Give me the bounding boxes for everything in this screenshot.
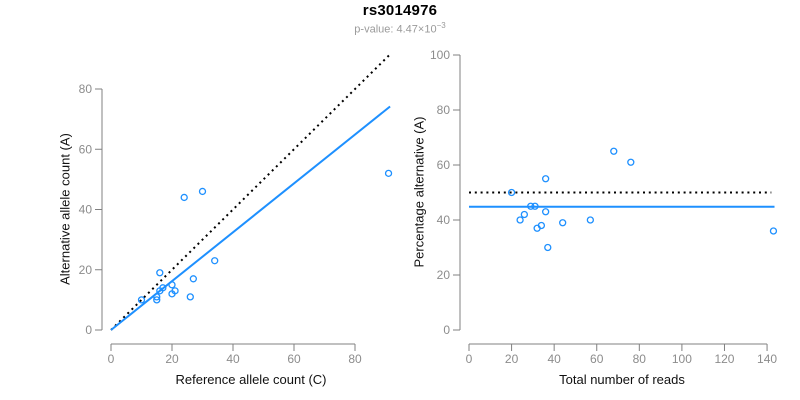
x-tick-label: 80 xyxy=(348,352,362,366)
data-point xyxy=(527,202,535,210)
data-point xyxy=(541,208,550,216)
y-tick-label: 100 xyxy=(430,48,450,62)
data-point xyxy=(186,293,194,301)
data-point xyxy=(156,269,164,277)
dotted-reference-line xyxy=(110,53,391,331)
y-tick-label: 60 xyxy=(437,158,451,172)
x-tick-label: 80 xyxy=(633,352,647,366)
data-point xyxy=(531,202,539,210)
data-point xyxy=(610,147,618,155)
right-xaxis-title: Total number of reads xyxy=(559,372,685,387)
x-tick-label: 0 xyxy=(108,352,115,366)
data-point xyxy=(153,296,161,304)
fitted-trend-line xyxy=(110,105,391,331)
data-point xyxy=(137,296,146,304)
data-point xyxy=(211,257,219,265)
left-scatter-plot: 0 20 40 60 80 0 20 40 60 80 xyxy=(79,53,393,366)
p-value-mantissa: 4.47×10 xyxy=(396,23,437,36)
y-tick-label: 0 xyxy=(85,323,92,337)
x-tick-label: 0 xyxy=(466,352,473,366)
x-tick-label: 120 xyxy=(714,352,734,366)
data-point xyxy=(520,210,529,219)
data-point xyxy=(586,216,595,224)
x-tick-label: 140 xyxy=(757,352,777,366)
data-point xyxy=(159,284,167,292)
data-point xyxy=(537,221,546,230)
x-tick-label: 40 xyxy=(547,352,561,366)
x-tick-label: 20 xyxy=(505,352,519,366)
p-value-exponent: −3 xyxy=(436,21,446,30)
data-point xyxy=(153,293,161,301)
data-point xyxy=(544,243,552,252)
data-point xyxy=(541,175,550,183)
left-yaxis-title: Alternative allele count (A) xyxy=(57,133,73,285)
y-tick-label: 20 xyxy=(79,263,93,277)
data-point xyxy=(180,193,188,202)
x-tick-label: 60 xyxy=(287,352,301,366)
data-point xyxy=(516,216,524,224)
right-scatter-plot: 0 20 40 60 80 100 0 20 40 60 80 100 120 140 xyxy=(430,48,777,366)
y-tick-label: 80 xyxy=(437,103,451,117)
x-tick-label: 40 xyxy=(226,352,240,366)
page-subtitle: p-value: 4.47×10−3 xyxy=(0,21,800,36)
y-tick-label: 40 xyxy=(79,203,93,217)
right-yaxis-title: Percentage alternative (A) xyxy=(411,116,427,268)
page-title: rs3014976 xyxy=(362,2,438,19)
y-tick-label: 0 xyxy=(443,323,450,337)
x-tick-label: 20 xyxy=(165,352,179,366)
left-xaxis-title: Reference allele count (C) xyxy=(175,372,327,387)
data-point xyxy=(769,227,778,235)
data-point xyxy=(384,169,393,178)
data-point xyxy=(171,287,179,295)
data-point xyxy=(168,281,176,289)
y-tick-label: 20 xyxy=(437,268,451,282)
y-tick-label: 80 xyxy=(79,82,93,96)
data-point xyxy=(627,158,635,166)
p-value-prefix: p-value: xyxy=(354,23,397,36)
y-tick-label: 60 xyxy=(79,142,93,156)
data-point xyxy=(507,188,516,197)
x-tick-label: 100 xyxy=(672,352,692,366)
y-tick-label: 40 xyxy=(437,213,451,227)
data-point xyxy=(189,275,198,283)
x-tick-label: 60 xyxy=(590,352,604,366)
data-point xyxy=(559,219,567,227)
data-point xyxy=(198,187,207,196)
